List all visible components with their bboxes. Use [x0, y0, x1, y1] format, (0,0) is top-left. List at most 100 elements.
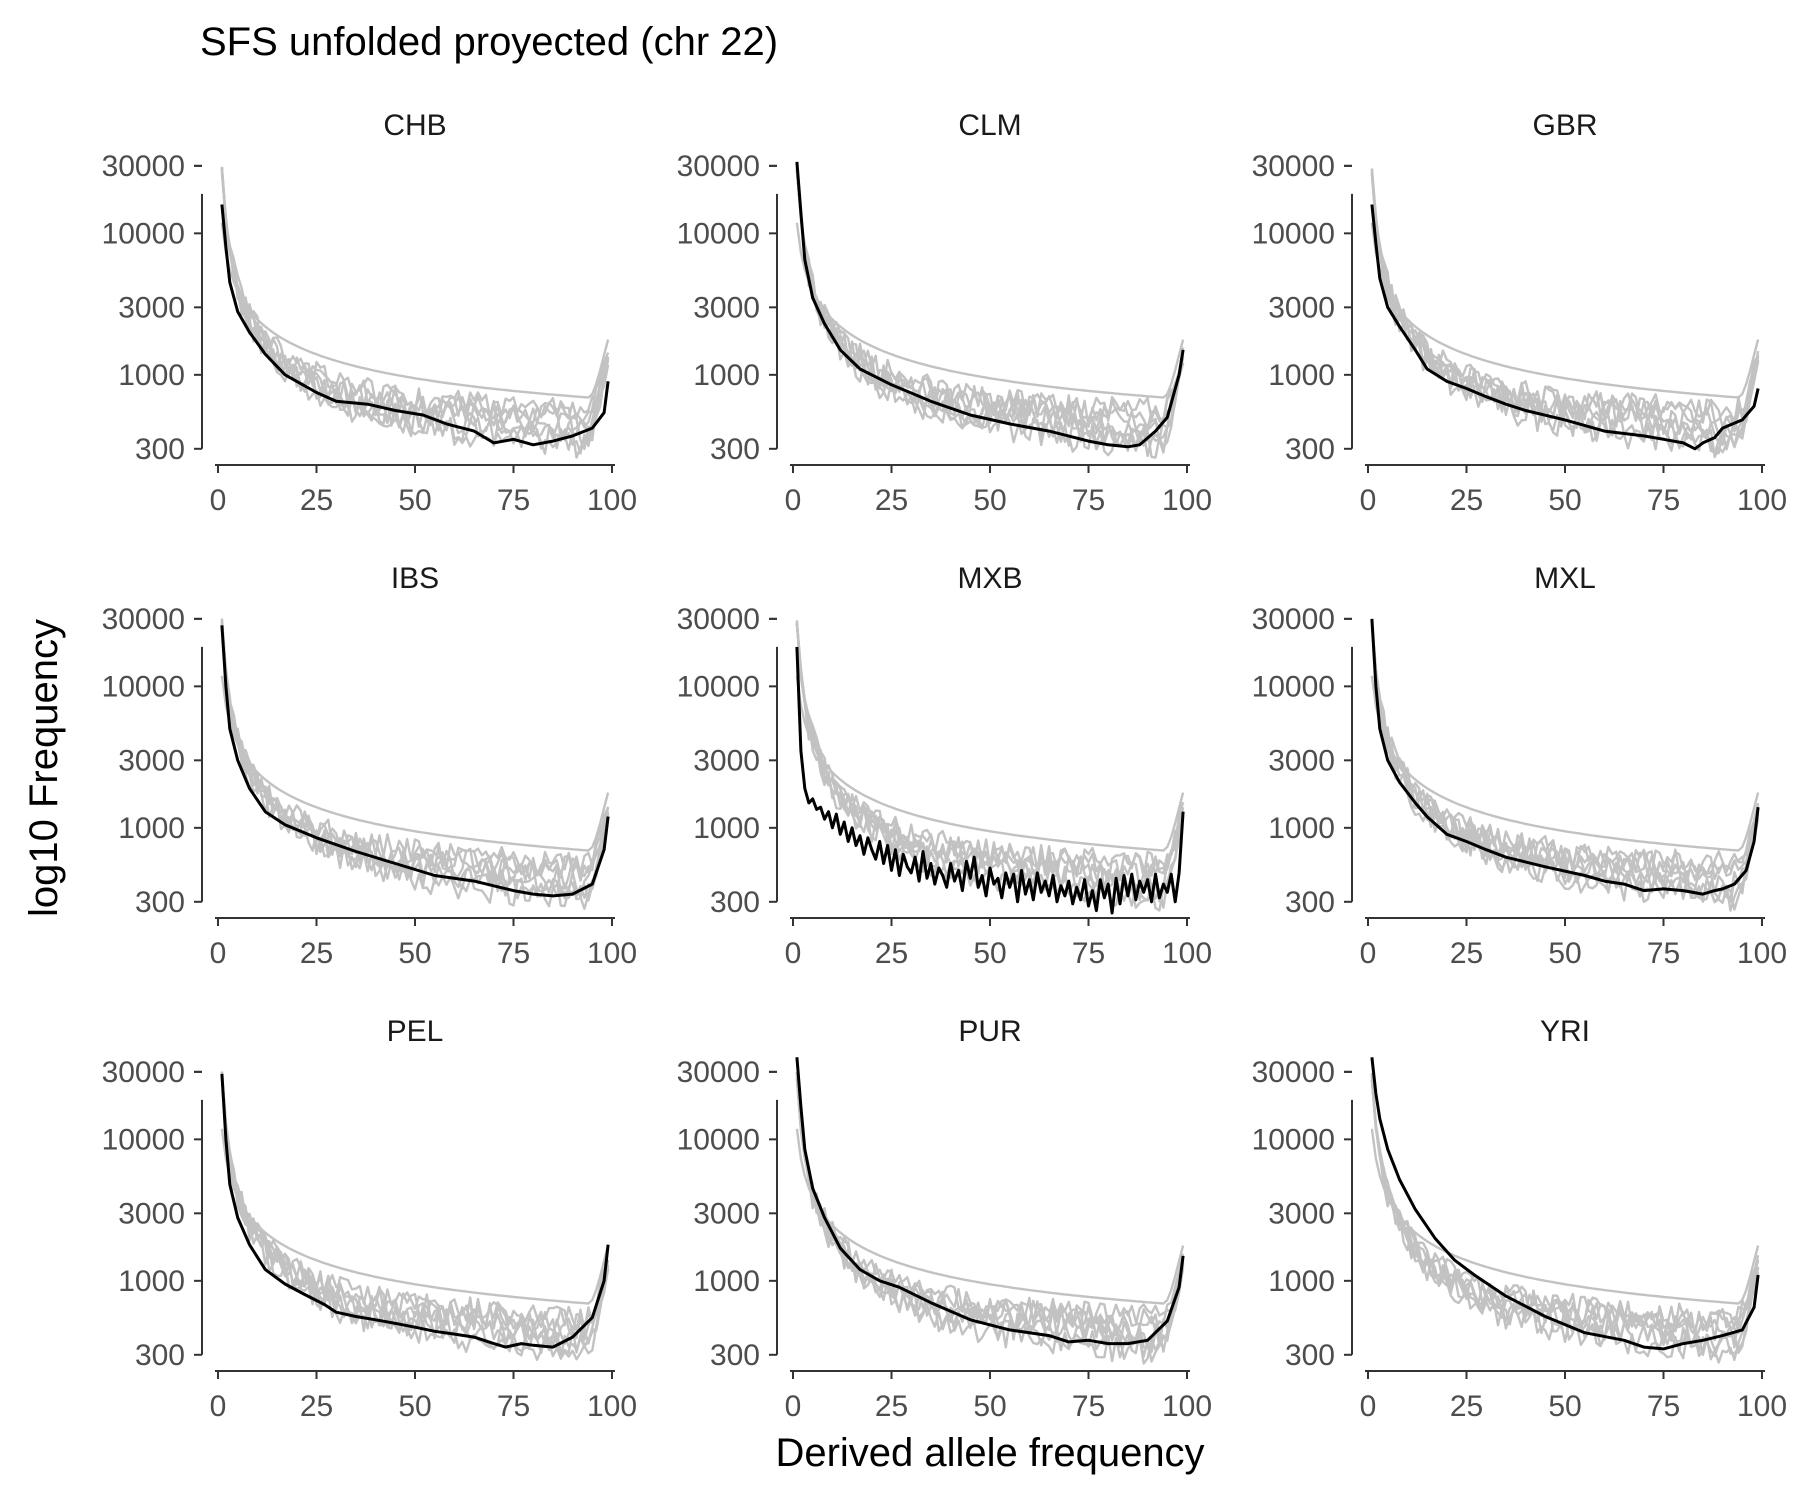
x-axis-title: Derived allele frequency [775, 1431, 1204, 1475]
x-tick-label: 25 [1450, 484, 1483, 517]
background-series-line [795, 168, 1185, 459]
y-tick-label: 3000 [693, 291, 760, 324]
x-tick-label: 50 [398, 484, 431, 517]
panel-gbr: GBR 300 1000 3000 10000 30000 0 25 50 75 100 [1252, 109, 1787, 517]
panel-title: MXL [1534, 562, 1596, 595]
y-tick-label: 10000 [677, 1123, 760, 1156]
highlight-series-line [1370, 204, 1760, 451]
x-tick-label: 50 [398, 1390, 431, 1423]
x-tick-label: 100 [1737, 937, 1787, 970]
x-tick-label: 25 [875, 1390, 908, 1423]
x-tick-label: 50 [973, 1390, 1006, 1423]
x-tick-label: 25 [1450, 937, 1483, 970]
background-series-line [795, 1077, 1185, 1351]
y-tick-label: 1000 [118, 812, 185, 845]
x-tick-label: 50 [398, 937, 431, 970]
highlight-series-line [220, 204, 610, 447]
x-tick-label: 100 [587, 937, 637, 970]
y-tick-label: 1000 [118, 1265, 185, 1298]
background-series-line [1370, 623, 1760, 904]
panel-pur: PUR 300 1000 3000 10000 30000 0 25 50 75 100 [677, 1015, 1212, 1423]
y-tick-label: 300 [135, 433, 185, 466]
y-tick-label: 300 [135, 1339, 185, 1372]
x-tick-label: 50 [1548, 1390, 1581, 1423]
y-tick-label: 10000 [1252, 217, 1335, 250]
x-tick-label: 75 [497, 484, 530, 517]
x-tick-label: 100 [1737, 1390, 1787, 1423]
background-series-line [1370, 168, 1760, 456]
x-tick-label: 50 [973, 484, 1006, 517]
panel-yri: YRI 300 1000 3000 10000 30000 0 25 50 75 100 [1252, 1015, 1787, 1423]
y-tick-label: 3000 [1268, 1197, 1335, 1230]
x-tick-label: 0 [1360, 1390, 1377, 1423]
background-series-line [220, 166, 610, 448]
y-tick-label: 10000 [102, 217, 185, 250]
y-tick-label: 10000 [677, 217, 760, 250]
y-tick-label: 1000 [118, 359, 185, 392]
y-tick-label: 3000 [118, 744, 185, 777]
y-tick-label: 30000 [1252, 150, 1335, 183]
x-tick-label: 75 [1072, 937, 1105, 970]
y-tick-label: 30000 [102, 603, 185, 636]
background-series-line [795, 222, 1185, 399]
x-tick-label: 100 [587, 1390, 637, 1423]
y-tick-label: 10000 [1252, 1123, 1335, 1156]
background-series-line [220, 1077, 610, 1353]
y-tick-label: 10000 [102, 1123, 185, 1156]
y-tick-label: 30000 [1252, 1056, 1335, 1089]
panel-title: MXB [957, 562, 1022, 595]
x-tick-label: 50 [1548, 484, 1581, 517]
x-tick-label: 0 [785, 937, 802, 970]
x-tick-label: 25 [875, 937, 908, 970]
background-series-line [795, 169, 1185, 444]
y-tick-label: 1000 [1268, 812, 1335, 845]
y-tick-label: 300 [710, 1339, 760, 1372]
y-tick-label: 300 [710, 433, 760, 466]
panel-title: CHB [383, 109, 446, 142]
x-tick-label: 0 [210, 484, 227, 517]
y-tick-label: 10000 [102, 670, 185, 703]
x-tick-label: 25 [300, 937, 333, 970]
background-series-line [795, 624, 1185, 909]
x-tick-label: 25 [1450, 1390, 1483, 1423]
background-series-line [220, 626, 610, 900]
x-tick-label: 75 [1647, 484, 1680, 517]
y-tick-label: 10000 [1252, 670, 1335, 703]
highlight-series-line [795, 646, 1185, 915]
y-tick-label: 1000 [1268, 1265, 1335, 1298]
x-tick-label: 0 [785, 484, 802, 517]
background-series-line [795, 169, 1185, 453]
x-tick-label: 0 [210, 937, 227, 970]
panel-title: GBR [1532, 109, 1597, 142]
y-tick-label: 30000 [102, 1056, 185, 1089]
background-series-line [220, 675, 610, 852]
background-series-line [220, 1076, 610, 1354]
background-series-line [220, 1128, 610, 1305]
background-series-line [1370, 622, 1760, 911]
y-tick-label: 300 [1285, 433, 1335, 466]
y-tick-label: 3000 [693, 1197, 760, 1230]
y-tick-label: 300 [1285, 1339, 1335, 1372]
background-series-line [220, 167, 610, 442]
background-series-line [795, 675, 1185, 852]
background-series-line [220, 621, 610, 896]
background-series-line [1370, 1128, 1760, 1305]
y-tick-label: 1000 [1268, 359, 1335, 392]
x-tick-label: 75 [1072, 1390, 1105, 1423]
panel-title: PEL [387, 1015, 444, 1048]
y-tick-label: 3000 [118, 291, 185, 324]
background-series-line [220, 625, 610, 900]
x-tick-label: 75 [1647, 937, 1680, 970]
x-tick-label: 0 [785, 1390, 802, 1423]
y-tick-label: 1000 [693, 1265, 760, 1298]
y-tick-label: 30000 [677, 1056, 760, 1089]
highlight-series-line [1370, 618, 1760, 896]
y-tick-label: 30000 [677, 150, 760, 183]
x-tick-label: 50 [1548, 937, 1581, 970]
x-tick-label: 75 [497, 1390, 530, 1423]
x-tick-label: 25 [875, 484, 908, 517]
background-series-line [1370, 620, 1760, 902]
y-tick-label: 300 [710, 886, 760, 919]
